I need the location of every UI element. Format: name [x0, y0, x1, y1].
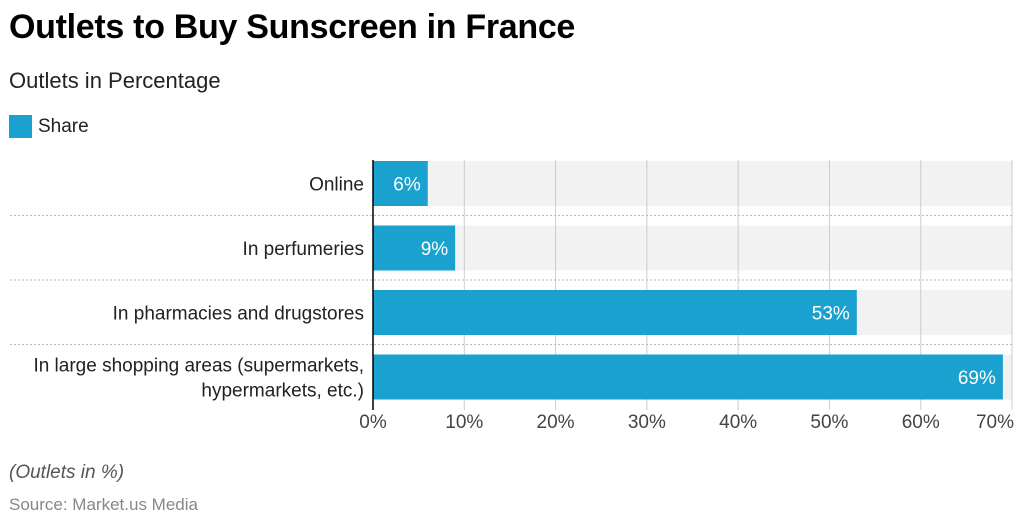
bar-track — [373, 161, 1012, 206]
bar — [373, 161, 428, 206]
x-tick-label: 70% — [976, 412, 1014, 433]
bar-value-label: 6% — [393, 175, 421, 196]
bar-track — [373, 225, 1012, 271]
legend: Share — [9, 115, 89, 138]
legend-swatch — [9, 115, 32, 138]
unit-note: (Outlets in %) — [9, 462, 125, 483]
source-text: Source: Market.us Media — [9, 495, 198, 514]
bar-chart: 6% 9% 53% 69% Online In perfumeries In pharmac… — [10, 160, 1014, 433]
x-tick-label: 10% — [445, 412, 483, 433]
x-tick-label: 30% — [628, 412, 666, 433]
legend-label: Share — [38, 115, 89, 137]
x-tick-label: 60% — [902, 412, 940, 433]
category-label: In large shopping areas (supermarkets, — [33, 356, 364, 377]
bar — [373, 354, 1003, 400]
x-tick-label: 0% — [359, 412, 387, 433]
x-tick-label: 40% — [719, 412, 757, 433]
bar-value-label: 53% — [812, 304, 850, 325]
category-label: hypermarkets, etc.) — [201, 381, 364, 402]
chart-title: Outlets to Buy Sunscreen in France — [9, 8, 576, 46]
category-label: In perfumeries — [243, 239, 364, 260]
category-label: Online — [309, 175, 364, 196]
category-label: In pharmacies and drugstores — [113, 304, 364, 325]
x-tick-label: 20% — [537, 412, 575, 433]
bar-value-label: 69% — [958, 368, 996, 389]
bar — [373, 290, 857, 335]
bar — [373, 225, 456, 271]
bar-value-label: 9% — [421, 239, 449, 260]
chart-subtitle: Outlets in Percentage — [9, 68, 221, 93]
x-tick-label: 50% — [810, 412, 848, 433]
